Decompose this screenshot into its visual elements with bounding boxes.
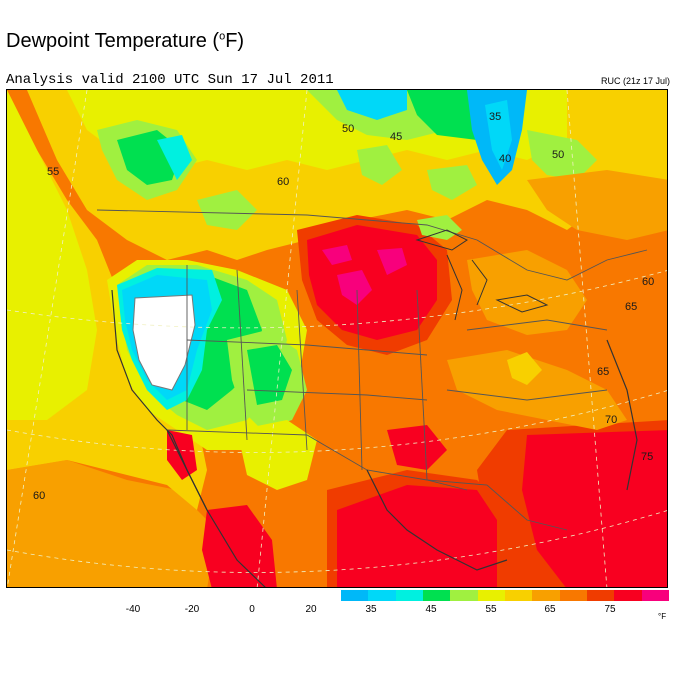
contour-label: 75 — [641, 451, 653, 463]
dewpoint-map: 55 60 50 45 35 40 50 65 60 65 70 75 60 — [6, 89, 668, 588]
contour-label: 60 — [642, 276, 654, 288]
legend-tick-label: -40 — [125, 604, 141, 615]
contour-label: 65 — [597, 366, 609, 378]
color-legend: -40 -20 0 20 35 45 55 65 75 — [0, 590, 680, 630]
contour-label: 50 — [342, 123, 354, 135]
legend-tick-label: 75 — [604, 604, 616, 615]
legend-tick-label: 65 — [544, 604, 556, 615]
legend-tick-label: 55 — [485, 604, 497, 615]
legend-tick-label: -20 — [184, 604, 200, 615]
contour-label: 65 — [625, 301, 637, 313]
legend-tick-label: 45 — [425, 604, 437, 615]
legend-swatch — [641, 590, 670, 601]
contour-label: 40 — [499, 153, 511, 165]
legend-swatch — [614, 590, 643, 601]
contour-label: 60 — [33, 490, 45, 502]
legend-swatch — [587, 590, 615, 601]
legend-unit-label: °F — [658, 612, 667, 621]
contour-label: 60 — [277, 176, 289, 188]
legend-swatch — [395, 590, 424, 601]
legend-tick-label: 0 — [249, 604, 255, 615]
legend-swatch — [532, 590, 561, 601]
model-run-tag: RUC (21z 17 Jul) — [600, 76, 670, 86]
map-canvas: 55 60 50 45 35 40 50 65 60 65 70 75 60 — [7, 90, 667, 587]
contour-label: 55 — [47, 166, 59, 178]
legend-swatch — [341, 590, 369, 601]
legend-swatch — [505, 590, 533, 601]
legend-swatch — [423, 590, 451, 601]
contour-label: 50 — [552, 149, 564, 161]
contour-label: 35 — [489, 111, 501, 123]
contour-label: 45 — [390, 131, 402, 143]
legend-swatch — [368, 590, 397, 601]
chart-title: Dewpoint Temperature (oF) — [6, 30, 245, 52]
legend-tick-label: 35 — [365, 604, 377, 615]
legend-swatch — [477, 590, 506, 601]
contour-label: 70 — [605, 414, 617, 426]
legend-swatch — [450, 590, 479, 601]
legend-swatch — [559, 590, 588, 601]
legend-tick-label: 20 — [305, 604, 317, 615]
analysis-valid-time: Analysis valid 2100 UTC Sun 17 Jul 2011 — [6, 72, 334, 88]
